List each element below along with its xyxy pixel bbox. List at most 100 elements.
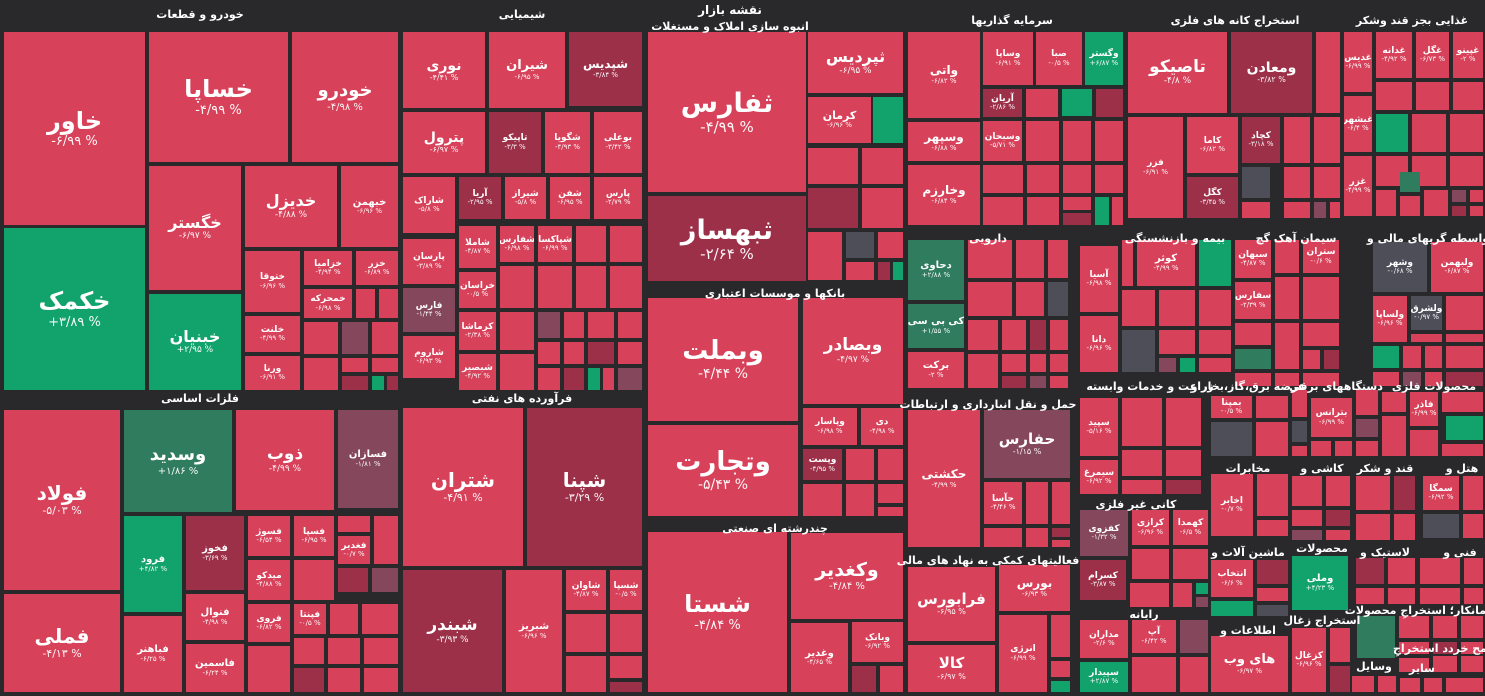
stock-tile[interactable]: انرژی -۶/۹۹ %	[999, 615, 1047, 692]
stock-tile[interactable]: شاملا -۴/۸۷ %	[459, 226, 496, 268]
filler-tile[interactable]	[1242, 167, 1270, 198]
stock-tile[interactable]: فروی -۶/۸۲ %	[248, 604, 290, 642]
stock-tile[interactable]: شبصیر -۴/۹۲ %	[459, 354, 496, 390]
stock-tile[interactable]: شبریز -۶/۹۶ %	[506, 570, 562, 692]
stock-tile[interactable]: مداران -۲/۶ %	[1080, 620, 1128, 658]
filler-tile[interactable]	[1275, 323, 1299, 369]
stock-tile[interactable]: سبهان -۴/۸۷ %	[1235, 240, 1271, 278]
filler-tile[interactable]	[1461, 642, 1483, 654]
filler-tile[interactable]	[1257, 588, 1288, 601]
stock-tile[interactable]: وسدید +۱/۸۶ %	[124, 410, 232, 512]
filler-tile[interactable]	[372, 322, 398, 354]
filler-tile[interactable]	[983, 165, 1023, 193]
stock-tile[interactable]: خزر -۶/۸۹ %	[356, 251, 398, 285]
stock-tile[interactable]: وشهر -۰/۶۸ %	[1373, 242, 1427, 292]
filler-tile[interactable]	[1399, 616, 1429, 638]
stock-tile[interactable]: بورس -۶/۹۳ %	[999, 565, 1070, 611]
filler-tile[interactable]	[1173, 583, 1192, 607]
stock-tile[interactable]: فسوژ -۶/۵۴ %	[248, 516, 290, 556]
filler-tile[interactable]	[1416, 82, 1449, 110]
stock-tile[interactable]: شتران -۴/۹۱ %	[403, 408, 523, 566]
filler-tile[interactable]	[1159, 330, 1195, 354]
stock-tile[interactable]: شفن -۶/۹۵ %	[550, 177, 590, 219]
stock-tile[interactable]: وساپا -۶/۹۱ %	[983, 32, 1033, 85]
stock-tile[interactable]: وغدیر -۴/۶۵ %	[791, 623, 848, 692]
stock-tile[interactable]: شفارس -۶/۹۸ %	[500, 226, 534, 262]
filler-tile[interactable]	[610, 614, 642, 652]
stock-tile[interactable]: وبملت -۴/۴۴ %	[648, 298, 798, 421]
stock-tile[interactable]: فولاد -۵/۰۳ %	[4, 410, 120, 590]
filler-tile[interactable]	[304, 322, 338, 354]
stock-tile[interactable]: وگستر +۶/۸۷ %	[1085, 32, 1123, 85]
filler-tile[interactable]	[1420, 558, 1460, 584]
filler-tile[interactable]	[1284, 167, 1310, 198]
filler-tile[interactable]	[808, 232, 842, 280]
filler-tile[interactable]	[878, 449, 903, 480]
stock-tile[interactable]: وسبحان -۵/۷۱ %	[983, 121, 1022, 161]
stock-tile[interactable]: خمحرکه -۶/۹۸ %	[304, 289, 352, 318]
stock-tile[interactable]: بمپنا -۰/۵ %	[1211, 396, 1252, 418]
filler-tile[interactable]	[1376, 190, 1396, 216]
stock-tile[interactable]: بوعلی -۳/۴۲ %	[594, 112, 642, 173]
filler-tile[interactable]	[1292, 510, 1322, 526]
filler-tile[interactable]	[1450, 114, 1483, 152]
stock-tile[interactable]: آریان -۲/۸۶ %	[983, 89, 1022, 117]
stock-tile[interactable]: خکمک +۳/۸۹ %	[4, 228, 145, 390]
stock-tile[interactable]: برکت -۲ %	[908, 352, 964, 388]
filler-tile[interactable]	[610, 266, 642, 308]
filler-tile[interactable]	[1356, 558, 1384, 584]
stock-tile[interactable]: ومعادن -۳/۸۲ %	[1231, 32, 1312, 113]
stock-tile[interactable]: فرابورس -۶/۹۵ %	[908, 567, 995, 641]
filler-tile[interactable]	[1326, 510, 1350, 526]
stock-tile[interactable]: حفارس -۱/۱۵ %	[984, 410, 1070, 478]
filler-tile[interactable]	[1453, 82, 1483, 110]
stock-tile[interactable]: خدیزل -۴/۸۸ %	[245, 166, 337, 247]
filler-tile[interactable]	[1388, 588, 1415, 604]
filler-tile[interactable]	[1051, 681, 1070, 692]
stock-tile[interactable]: وبصادر -۴/۹۷ %	[803, 298, 903, 404]
filler-tile[interactable]	[1211, 422, 1252, 456]
filler-tile[interactable]	[1452, 206, 1466, 216]
filler-tile[interactable]	[1026, 482, 1048, 524]
filler-tile[interactable]	[1026, 528, 1048, 547]
filler-tile[interactable]	[500, 312, 534, 350]
filler-tile[interactable]	[1052, 540, 1070, 547]
filler-tile[interactable]	[1050, 354, 1068, 372]
filler-tile[interactable]	[294, 668, 324, 692]
stock-tile[interactable]: شبندر -۳/۹۳ %	[403, 570, 502, 692]
filler-tile[interactable]	[1235, 349, 1271, 369]
filler-tile[interactable]	[538, 368, 560, 390]
filler-tile[interactable]	[1130, 583, 1169, 607]
stock-tile[interactable]: فسازان -۱/۸۱ %	[338, 410, 398, 508]
stock-tile[interactable]: فزر -۶/۹۱ %	[1128, 117, 1183, 218]
stock-tile[interactable]: واتی -۶/۸۲ %	[908, 32, 980, 118]
stock-tile[interactable]: سپیدار +۲/۸۷ %	[1080, 662, 1128, 692]
stock-tile[interactable]: ستران -۰/۶ %	[1303, 240, 1339, 273]
filler-tile[interactable]	[342, 322, 368, 354]
filler-tile[interactable]	[1199, 240, 1231, 286]
filler-tile[interactable]	[538, 266, 572, 308]
filler-tile[interactable]	[1464, 558, 1483, 584]
stock-tile[interactable]: ولبهمن -۶/۸۷ %	[1431, 242, 1483, 292]
filler-tile[interactable]	[1326, 530, 1350, 540]
filler-tile[interactable]	[1235, 373, 1271, 386]
filler-tile[interactable]	[1316, 32, 1340, 113]
filler-tile[interactable]	[1122, 290, 1155, 326]
filler-tile[interactable]	[852, 666, 876, 692]
filler-tile[interactable]	[1400, 678, 1420, 692]
filler-tile[interactable]	[1275, 240, 1299, 273]
stock-tile[interactable]: پارسان -۳/۸۹ %	[403, 239, 455, 284]
stock-tile[interactable]: کرمان -۶/۹۶ %	[808, 97, 871, 143]
filler-tile[interactable]	[618, 312, 642, 338]
filler-tile[interactable]	[1463, 476, 1483, 510]
filler-tile[interactable]	[1257, 560, 1288, 584]
filler-tile[interactable]	[1196, 597, 1208, 607]
filler-tile[interactable]	[803, 484, 842, 516]
filler-tile[interactable]	[1314, 202, 1326, 218]
stock-tile[interactable]: شاروم -۶/۹۳ %	[403, 336, 455, 378]
stock-tile[interactable]: خلنت -۴/۹۹ %	[245, 316, 300, 352]
filler-tile[interactable]	[846, 484, 874, 516]
stock-tile[interactable]: ورنا -۶/۹۱ %	[245, 356, 300, 390]
filler-tile[interactable]	[1048, 240, 1068, 278]
filler-tile[interactable]	[1424, 190, 1448, 216]
